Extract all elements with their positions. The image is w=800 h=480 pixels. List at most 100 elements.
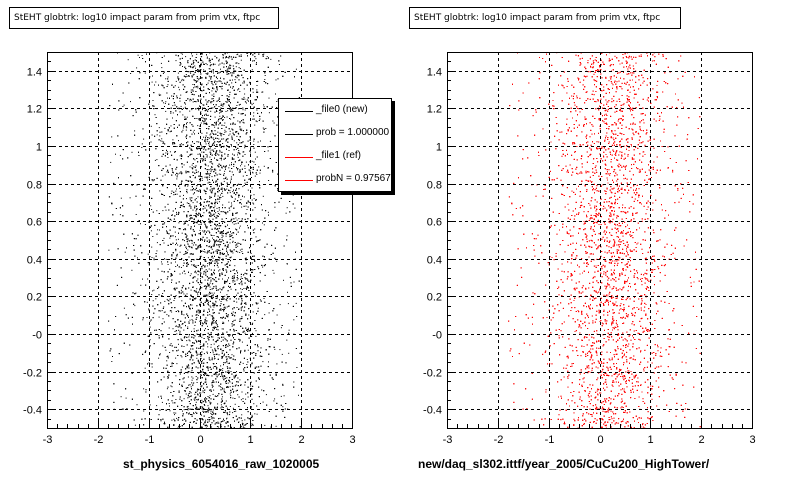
scatter-point — [204, 399, 206, 401]
scatter-point — [200, 166, 202, 168]
scatter-point — [214, 347, 216, 349]
scatter-point — [111, 136, 113, 138]
scatter-point — [281, 353, 283, 355]
scatter-point — [208, 176, 210, 178]
scatter-point — [237, 152, 239, 154]
scatter-point — [187, 397, 189, 399]
scatter-point — [190, 206, 192, 208]
scatter-point — [205, 63, 207, 64]
scatter-point — [191, 382, 193, 384]
scatter-point — [235, 244, 237, 246]
scatter-point — [175, 266, 177, 267]
scatter-point — [163, 306, 165, 308]
scatter-point — [192, 298, 194, 300]
scatter-point — [199, 367, 201, 369]
scatter-point — [253, 112, 255, 114]
scatter-point — [160, 94, 162, 96]
scatter-point — [254, 124, 256, 126]
scatter-point — [241, 307, 243, 309]
scatter-point — [205, 269, 207, 271]
scatter-point — [246, 287, 248, 289]
scatter-point — [205, 143, 207, 145]
scatter-point — [191, 376, 193, 378]
scatter-point — [212, 190, 213, 192]
scatter-point — [258, 379, 260, 380]
scatter-point — [200, 357, 202, 359]
scatter-point — [242, 175, 244, 177]
scatter-point — [176, 193, 178, 195]
scatter-point — [188, 321, 190, 323]
scatter-point — [213, 389, 215, 391]
scatter-point — [200, 385, 202, 387]
scatter-point — [231, 110, 233, 112]
scatter-point — [253, 194, 255, 196]
scatter-point — [175, 250, 177, 252]
scatter-point — [186, 248, 187, 250]
scatter-point — [205, 141, 207, 143]
scatter-point — [217, 403, 219, 405]
scatter-point — [169, 310, 171, 312]
scatter-point — [200, 278, 201, 280]
scatter-point — [243, 288, 245, 289]
scatter-point — [252, 118, 254, 120]
scatter-point — [247, 225, 248, 227]
scatter-point — [199, 319, 201, 321]
scatter-point — [150, 125, 152, 127]
scatter-point — [200, 86, 201, 88]
scatter-point — [207, 352, 208, 354]
scatter-point — [212, 367, 214, 369]
scatter-point — [251, 237, 253, 239]
scatter-point — [168, 403, 170, 404]
scatter-point — [181, 232, 183, 234]
scatter-point — [197, 171, 199, 173]
scatter-point — [186, 293, 188, 295]
scatter-point — [175, 325, 177, 327]
scatter-point — [246, 359, 248, 360]
scatter-point — [199, 189, 201, 191]
scatter-point — [235, 223, 237, 225]
scatter-point — [206, 57, 208, 59]
scatter-point — [239, 379, 241, 381]
scatter-point — [214, 148, 216, 149]
scatter-point — [238, 112, 240, 114]
scatter-point — [219, 149, 221, 151]
scatter-point — [197, 125, 199, 127]
scatter-point — [220, 159, 222, 161]
scatter-point — [220, 340, 222, 342]
scatter-point — [251, 414, 253, 416]
scatter-point — [181, 80, 183, 82]
scatter-point — [141, 143, 143, 145]
scatter-point — [242, 121, 244, 123]
scatter-point — [189, 214, 191, 216]
scatter-point — [199, 175, 201, 176]
scatter-point — [230, 176, 232, 178]
scatter-point — [232, 278, 234, 280]
scatter-point — [161, 138, 163, 140]
scatter-point — [218, 106, 220, 107]
scatter-point — [163, 223, 165, 225]
scatter-point — [247, 396, 249, 398]
scatter-point — [211, 176, 213, 178]
scatter-point — [216, 89, 218, 91]
scatter-point — [152, 290, 154, 292]
scatter-point — [194, 335, 196, 337]
scatter-point — [202, 215, 204, 217]
scatter-point — [252, 244, 254, 246]
scatter-point — [227, 110, 229, 112]
scatter-point — [166, 388, 168, 390]
scatter-point — [203, 251, 205, 252]
scatter-point — [212, 163, 214, 165]
scatter-point — [228, 334, 230, 336]
scatter-point — [187, 60, 189, 62]
scatter-point — [224, 306, 226, 308]
scatter-point — [244, 101, 246, 103]
scatter-point — [199, 395, 201, 397]
scatter-point — [211, 349, 213, 351]
scatter-point — [233, 193, 235, 194]
scatter-point — [233, 223, 235, 225]
scatter-point — [191, 330, 192, 332]
scatter-point — [260, 403, 261, 404]
scatter-point — [214, 322, 216, 324]
scatter-point — [164, 127, 166, 129]
scatter-point — [193, 413, 195, 415]
